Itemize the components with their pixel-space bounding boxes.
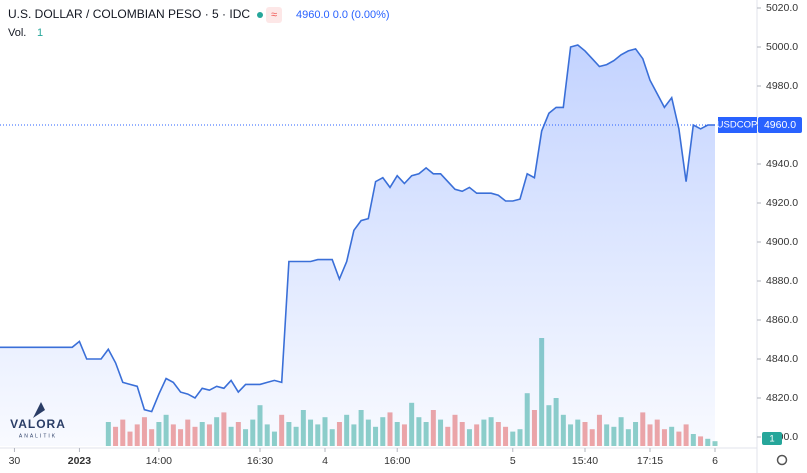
- y-tick-label: 4900.0: [766, 236, 798, 248]
- volume-tag-label: 1: [769, 434, 774, 445]
- x-tick-label: 6: [712, 455, 718, 467]
- logo: VALORA ANALITIK: [10, 402, 66, 439]
- price-tag: [758, 117, 802, 133]
- chart-title: U.S. DOLLAR / COLOMBIAN PESO · 5 · IDC: [8, 7, 250, 21]
- y-tick-label: 4940.0: [766, 158, 798, 170]
- y-tick-label: 5000.0: [766, 41, 798, 53]
- x-tick-label: 15:40: [572, 455, 598, 467]
- volume-tag: [762, 432, 782, 445]
- series-tag: [718, 117, 757, 133]
- x-tick-label: 14:00: [146, 455, 172, 467]
- y-tick-label: 4880.0: [766, 275, 798, 287]
- x-tick-label: 2023: [68, 455, 92, 467]
- area-fill: [0, 45, 715, 446]
- x-tick-label: 16:00: [384, 455, 410, 467]
- logo-tagline: ANALITIK: [19, 433, 57, 439]
- x-tick-label: 16:30: [247, 455, 273, 467]
- y-tick-label: 4920.0: [766, 197, 798, 209]
- settings-icon[interactable]: [776, 454, 788, 466]
- plot-area: [0, 44, 718, 446]
- price-tag-label: 4960.0: [764, 119, 796, 131]
- quote: 4960.0 0.0 (0.00%): [296, 9, 390, 21]
- y-tick-label: 5020.0: [766, 2, 798, 14]
- x-tick-label: 30: [9, 455, 21, 467]
- logo-mark: [33, 402, 45, 418]
- x-tick-label: 17:15: [637, 455, 663, 467]
- series-name: USDCOP: [717, 120, 758, 131]
- status-dot[interactable]: [257, 12, 263, 18]
- price-line: [0, 44, 715, 413]
- volume-label: Vol.: [8, 27, 26, 39]
- logo-name: VALORA: [10, 417, 66, 431]
- x-tick-label: 5: [510, 455, 516, 467]
- volume-value: 1: [37, 27, 43, 39]
- y-tick-label: 4840.0: [766, 353, 798, 365]
- status-icon: ≈: [271, 9, 277, 21]
- status-badge[interactable]: [266, 7, 282, 23]
- x-tick-label: 4: [322, 455, 328, 467]
- y-tick-label: 4820.0: [766, 392, 798, 404]
- y-tick-label: 4980.0: [766, 80, 798, 92]
- y-tick-label: 4860.0: [766, 314, 798, 326]
